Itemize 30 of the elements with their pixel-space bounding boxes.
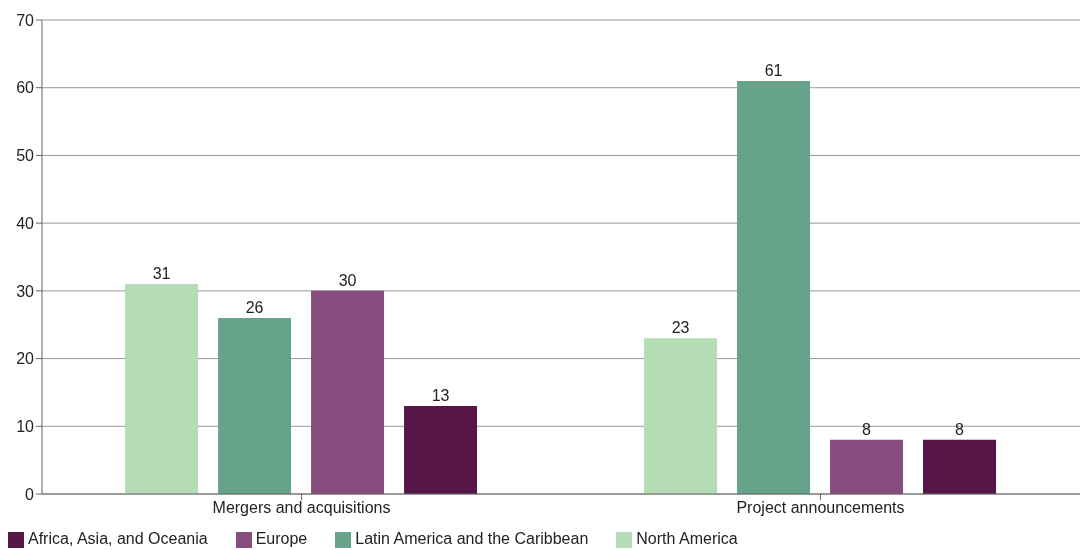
bar [125,284,199,494]
bar [644,338,718,494]
data-label: 13 [431,386,450,404]
y-tick-label: 40 [16,214,35,232]
legend-label: North America [636,530,738,547]
y-tick-label: 10 [16,417,35,435]
y-tick-label: 70 [16,11,35,29]
x-tick-label: Mergers and acquisitions [212,499,391,517]
legend-label: Latin America and the Caribbean [355,530,589,547]
bar [737,80,811,494]
y-tick-label: 50 [16,147,35,165]
data-label: 23 [671,319,690,337]
x-tick-label: Project announcements [736,499,905,517]
bar [404,405,478,494]
y-tick-label: 20 [16,350,35,368]
data-label: 8 [862,420,872,438]
data-label: 26 [245,298,264,316]
data-label: 31 [152,265,171,283]
legend-label: Europe [255,530,308,547]
bar [923,439,997,494]
data-label: 30 [338,271,357,289]
data-label: 61 [764,61,783,79]
data-label: 8 [955,420,965,438]
y-tick-label: 0 [25,485,35,503]
y-tick-label: 60 [16,79,35,97]
legend-label: Africa, Asia, and Oceania [28,530,208,547]
y-tick-label: 30 [16,282,35,300]
bar [830,439,904,494]
bar [311,290,385,494]
bar [218,317,292,494]
